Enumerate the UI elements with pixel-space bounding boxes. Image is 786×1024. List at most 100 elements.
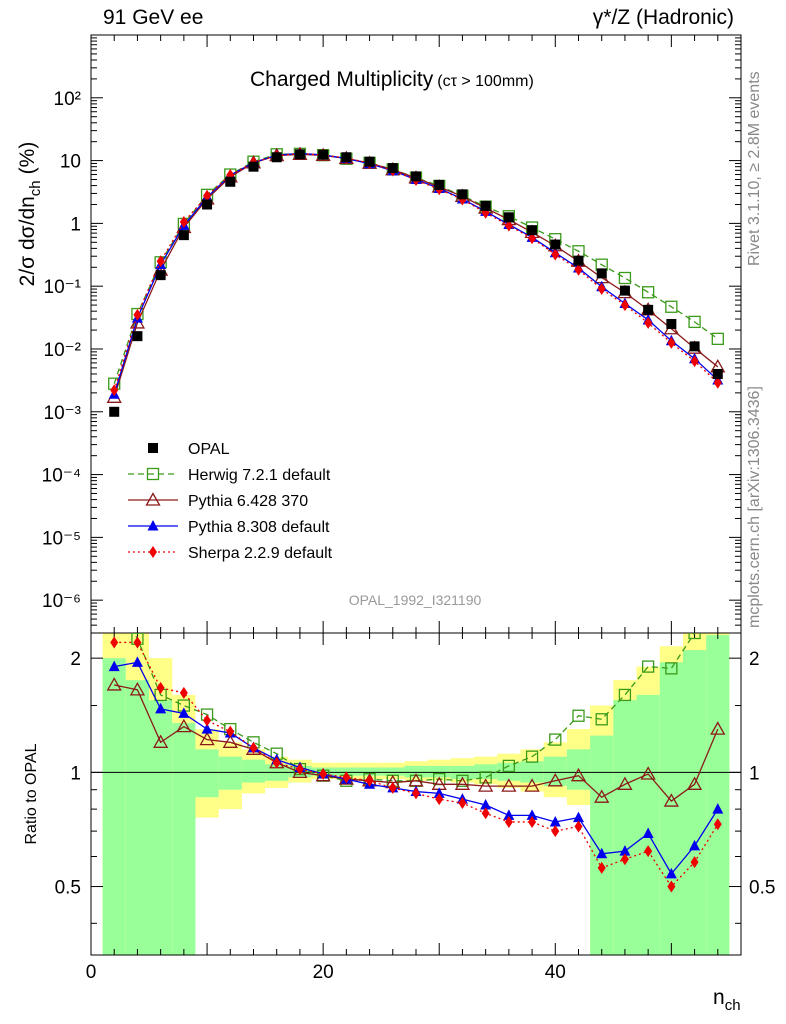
chart-title-suffix: (cτ > 100mm) [437, 73, 534, 90]
green-band-bin [427, 765, 451, 778]
data-point-square [318, 149, 329, 160]
ratio-series-line [114, 641, 719, 888]
data-point-square [527, 225, 538, 236]
legend-label: Pythia 8.308 default [188, 519, 330, 536]
green-band-bin [241, 759, 266, 783]
data-point-triangle [596, 847, 608, 859]
data-point-open-triangle [640, 766, 656, 780]
data-point-open-triangle [547, 772, 563, 787]
legend: OPAL Herwig 7.2.1 default Pythia 6.428 370… [128, 441, 333, 562]
series-line [113, 153, 719, 384]
x-tick-label: 40 [545, 962, 566, 983]
data-point-diamond [504, 219, 513, 232]
data-point-open-square [525, 750, 539, 763]
green-band-bin [172, 722, 196, 955]
data-point-square [364, 156, 375, 167]
data-point-open-triangle [501, 778, 517, 792]
data-point-open-triangle [153, 734, 169, 748]
ratio-bands [102, 633, 730, 955]
data-point-square [155, 270, 166, 281]
ratio-axis-label: Ratio to OPAL [23, 743, 40, 844]
data-point-open-triangle [106, 677, 122, 691]
data-point-triangle [147, 520, 159, 531]
data-point-open-triangle [199, 731, 215, 746]
y-tick-label: 10⁻¹ [44, 277, 82, 298]
data-point-open-triangle [710, 721, 726, 735]
data-point-diamond [597, 861, 606, 874]
green-band-bin [706, 635, 730, 955]
legend-label: Sherpa 2.2.9 default [188, 545, 333, 562]
data-point-triangle [665, 867, 677, 879]
data-point-diamond [388, 781, 397, 794]
legend-item: OPAL [148, 441, 230, 458]
data-point-square [271, 152, 282, 163]
green-band-bin [682, 650, 707, 955]
ratio-series-line [114, 684, 719, 802]
data-point-open-square [641, 660, 655, 673]
x-axis-label-main: n [713, 986, 725, 1009]
green-band-bin [659, 662, 683, 955]
data-point-open-triangle [594, 789, 610, 803]
y-tick-label: 10² [54, 89, 81, 110]
data-point-open-square [618, 688, 632, 702]
data-point-open-square [665, 300, 678, 313]
data-point-open-square [688, 633, 701, 640]
data-point-square [689, 341, 700, 352]
ratio-series-line [132, 633, 696, 782]
data-point-diamond [458, 797, 467, 810]
data-point-square [573, 255, 584, 266]
data-point-diamond [528, 815, 537, 828]
data-point-diamond [203, 714, 212, 727]
data-point-diamond [226, 725, 235, 738]
data-point-triangle [108, 660, 120, 672]
data-point-open-square [572, 709, 585, 722]
data-point-open-square [665, 662, 678, 675]
data-point-diamond [667, 880, 676, 893]
data-point-square [341, 152, 352, 163]
data-point-open-triangle [129, 682, 146, 696]
ratio-series-sherpa-2-2-9-default [110, 636, 722, 893]
data-point-triangle [503, 809, 515, 820]
data-point-square [503, 212, 514, 223]
chart-title-main: Charged Multiplicity [250, 68, 434, 91]
legend-label: Pythia 6.428 370 [188, 493, 308, 510]
data-point-diamond [295, 763, 304, 776]
series-line [113, 153, 719, 398]
data-point-diamond [110, 636, 119, 649]
header-right: γ*/Z (Hadronic) [592, 6, 734, 29]
y-tick-label: 10⁻³ [44, 403, 82, 424]
data-point-open-square [502, 759, 516, 773]
data-point-open-square [146, 467, 160, 481]
data-point-triangle [573, 811, 584, 823]
data-point-triangle [526, 809, 538, 820]
y-tick-label: 10⁻⁵ [42, 528, 81, 549]
green-band-bin [149, 700, 173, 955]
data-point-diamond [620, 299, 629, 312]
data-point-square [202, 199, 213, 210]
data-point-open-square [595, 713, 608, 726]
data-point-diamond [156, 255, 165, 268]
data-point-square [666, 318, 677, 329]
data-point-diamond [644, 316, 653, 329]
green-band-bin [404, 765, 428, 778]
data-point-diamond [551, 248, 560, 261]
data-point-square [225, 176, 236, 187]
data-point-triangle [549, 815, 561, 827]
data-point-diamond [690, 856, 699, 869]
data-point-open-triangle [617, 776, 633, 790]
data-point-diamond [110, 384, 119, 397]
data-point-diamond [319, 768, 328, 781]
data-point-open-triangle [176, 718, 192, 733]
data-point-open-square [711, 332, 724, 345]
data-point-triangle [642, 827, 654, 838]
data-point-diamond [412, 787, 420, 800]
data-point-open-triangle [570, 767, 587, 782]
data-point-diamond [435, 793, 444, 806]
data-point-diamond [667, 336, 676, 349]
legend-label: OPAL [188, 441, 230, 458]
data-point-square [148, 443, 158, 453]
data-point-square [619, 285, 630, 296]
data-point-triangle [712, 803, 724, 814]
legend-item: Herwig 7.2.1 default [128, 467, 331, 484]
